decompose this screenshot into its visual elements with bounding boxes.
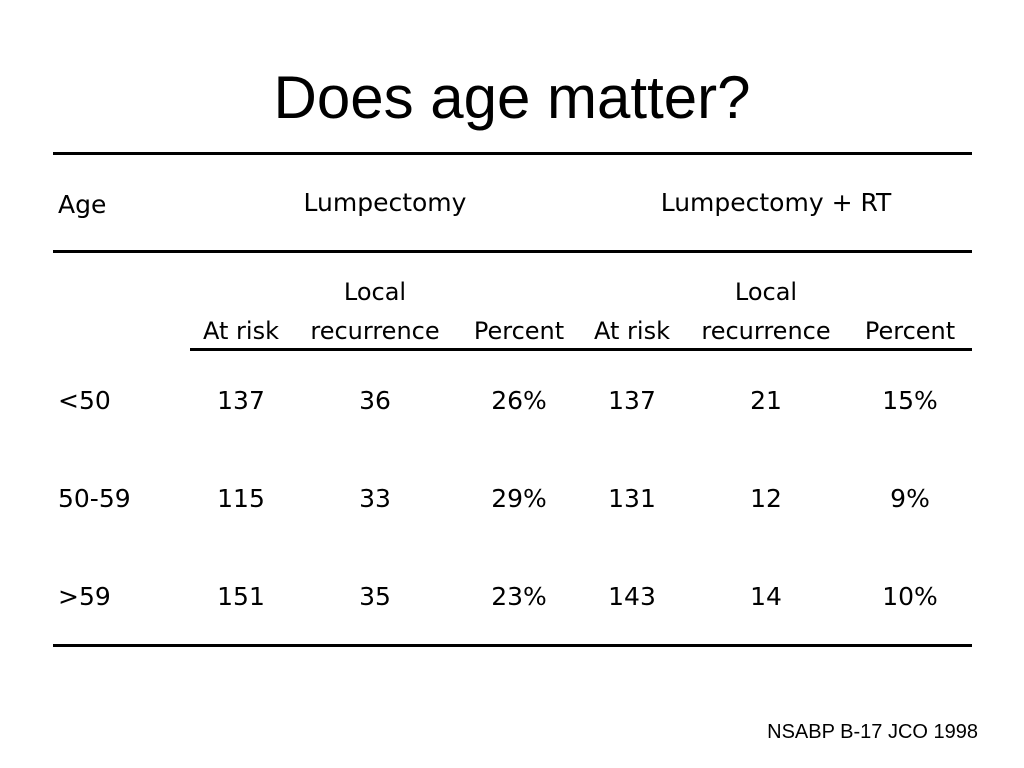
subheader-b-at-risk: At risk: [594, 317, 670, 345]
subheader-b-local-1: Local: [734, 278, 798, 306]
table-subheader-rule: [190, 348, 972, 351]
row-a-recurrence: 36: [359, 386, 391, 415]
row-b-recurrence: 21: [750, 386, 782, 415]
row-age: 50-59: [58, 484, 131, 513]
table-header-rule: [53, 250, 972, 253]
row-a-percent: 26%: [491, 386, 547, 415]
header-lumpectomy: Lumpectomy: [303, 188, 467, 217]
subheader-a-percent: Percent: [473, 317, 565, 345]
row-b-at-risk: 137: [608, 386, 656, 415]
row-a-percent: 29%: [491, 484, 547, 513]
row-a-percent: 23%: [491, 582, 547, 611]
row-b-recurrence: 14: [750, 582, 782, 611]
row-b-at-risk: 131: [608, 484, 656, 513]
subheader-a-at-risk: At risk: [203, 317, 279, 345]
row-b-recurrence: 12: [750, 484, 782, 513]
row-a-recurrence: 35: [359, 582, 391, 611]
row-age: >59: [58, 582, 111, 611]
row-b-percent: 9%: [890, 484, 930, 513]
subheader-b-percent: Percent: [864, 317, 956, 345]
subheader-a-local-2: recurrence: [310, 317, 440, 345]
table-top-rule: [53, 152, 972, 155]
subheader-a-local-1: Local: [343, 278, 407, 306]
table-bottom-rule: [53, 644, 972, 647]
row-a-at-risk: 115: [217, 484, 265, 513]
subheader-b-local-2: recurrence: [701, 317, 831, 345]
row-a-at-risk: 151: [217, 582, 265, 611]
row-a-recurrence: 33: [359, 484, 391, 513]
header-age: Age: [58, 190, 107, 219]
row-b-at-risk: 143: [608, 582, 656, 611]
header-lumpectomy-rt: Lumpectomy + RT: [660, 188, 892, 217]
slide-title: Does age matter?: [273, 64, 751, 131]
citation: NSABP B-17 JCO 1998: [767, 721, 978, 743]
row-a-at-risk: 137: [217, 386, 265, 415]
row-b-percent: 15%: [882, 386, 938, 415]
row-b-percent: 10%: [882, 582, 938, 611]
row-age: <50: [58, 386, 111, 415]
